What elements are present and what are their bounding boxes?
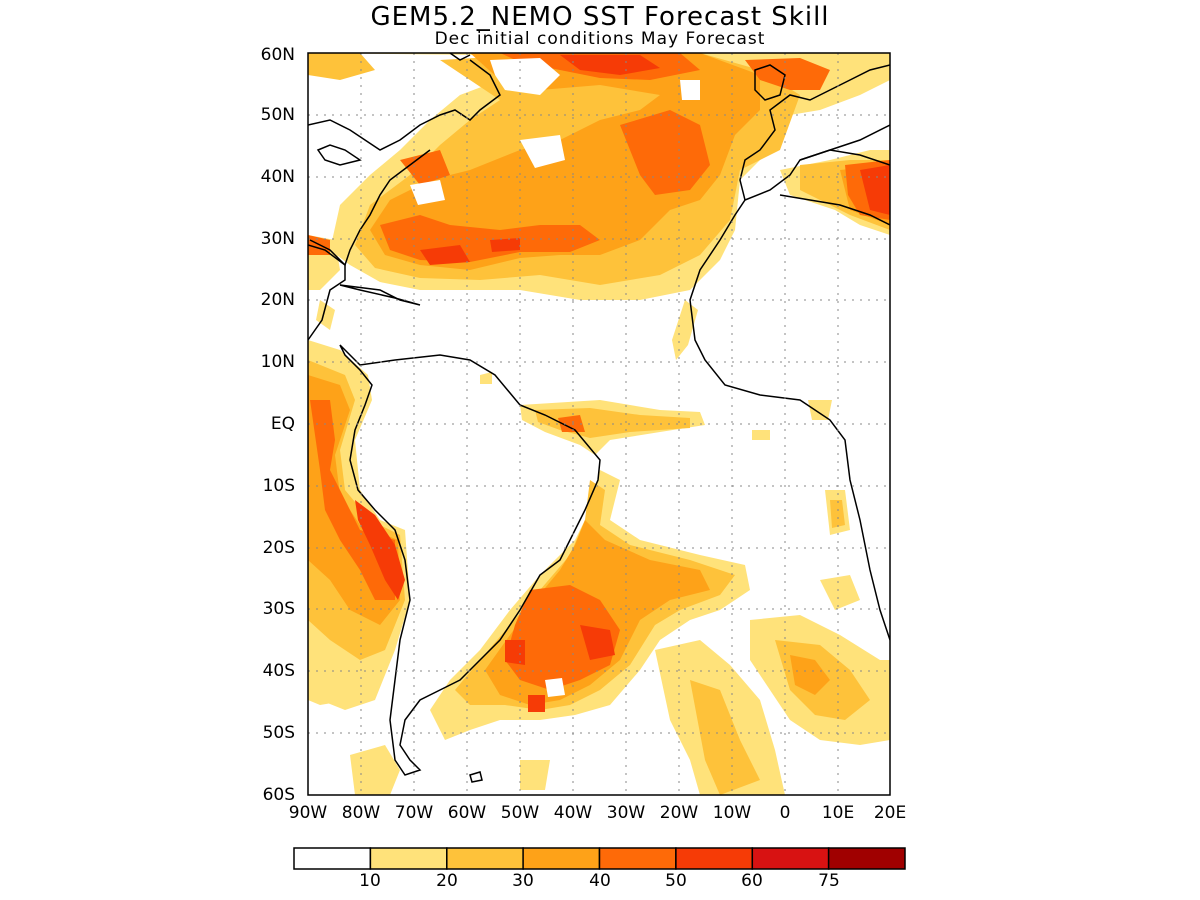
colorbar-label: 20 [436,871,458,891]
x-tick-label: 20W [659,803,699,823]
x-tick-label: 10E [821,803,855,823]
gridlines [308,53,890,795]
y-tick-label: 50S [262,723,295,743]
colorbar [293,847,906,870]
colorbar-swatch [522,847,601,870]
x-tick-label: 70W [394,803,434,823]
map-frame [307,52,891,796]
y-tick-label: 50N [260,105,295,125]
y-tick-label: EQ [270,414,295,434]
x-tick-label: 40W [553,803,593,823]
colorbar-swatch [675,847,754,870]
colorbar-swatch [446,847,524,870]
y-tick-label: 20S [262,538,295,558]
y-tick-label: 10N [260,352,295,372]
y-tick-label: 40N [260,167,295,187]
x-tick-label: 30W [606,803,646,823]
colorbar-swatch [293,847,372,870]
plot-subtitle: Dec initial conditions May Forecast [434,29,766,49]
colorbar-label: 75 [818,871,840,891]
x-tick-label: 60W [447,803,487,823]
colorbar-swatch [751,847,830,870]
x-tick-label: 20E [873,803,907,823]
x-tick-label: 0 [779,803,791,823]
colorbar-swatch [369,847,448,870]
x-tick-label: 80W [341,803,381,823]
skill-field [308,53,890,795]
colorbar-label: 30 [512,871,534,891]
y-tick-label: 30N [260,229,295,249]
x-tick-label: 50W [500,803,540,823]
y-tick-label: 20N [260,290,295,310]
y-tick-label: 60S [262,785,295,805]
x-tick-label: 90W [288,803,328,823]
y-tick-label: 40S [262,661,295,681]
colorbar-swatch [598,847,677,870]
y-tick-label: 60N [260,45,295,65]
y-tick-label: 10S [262,476,295,496]
colorbar-label: 10 [359,871,381,891]
colorbar-label: 50 [665,871,687,891]
colorbar-label: 60 [741,871,763,891]
colorbar-label: 40 [589,871,611,891]
colorbar-swatch [827,847,906,870]
x-tick-label: 10W [712,803,752,823]
plot-title: GEM5.2_NEMO SST Forecast Skill [370,2,830,32]
y-tick-label: 30S [262,599,295,619]
coastlines [308,53,890,783]
